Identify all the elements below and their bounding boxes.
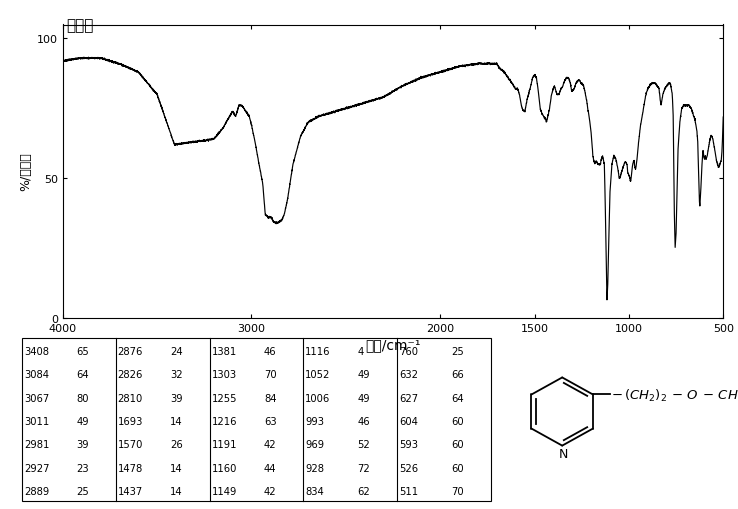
Text: 39: 39	[77, 439, 89, 449]
Text: 2826: 2826	[118, 370, 143, 380]
Text: 44: 44	[264, 463, 277, 473]
Text: 84: 84	[264, 393, 277, 403]
Text: 60: 60	[452, 416, 464, 426]
Text: 511: 511	[399, 486, 418, 496]
Text: 25: 25	[452, 346, 464, 356]
Text: 72: 72	[358, 463, 370, 473]
Text: 42: 42	[264, 439, 277, 449]
Text: 60: 60	[452, 439, 464, 449]
Text: 2876: 2876	[118, 346, 143, 356]
Text: 49: 49	[77, 416, 89, 426]
Text: 1116: 1116	[306, 346, 331, 356]
Text: 526: 526	[399, 463, 418, 473]
Text: 49: 49	[358, 393, 370, 403]
Text: 2927: 2927	[24, 463, 49, 473]
Text: 64: 64	[77, 370, 89, 380]
Text: 66: 66	[452, 370, 464, 380]
Text: 1381: 1381	[212, 346, 237, 356]
Text: 46: 46	[264, 346, 277, 356]
Text: 60: 60	[452, 463, 464, 473]
Text: 928: 928	[306, 463, 324, 473]
Text: 2810: 2810	[118, 393, 143, 403]
Text: 26: 26	[170, 439, 183, 449]
Text: 14: 14	[170, 463, 183, 473]
Text: 薄膜法: 薄膜法	[66, 18, 94, 33]
Text: 1255: 1255	[212, 393, 237, 403]
Text: 49: 49	[358, 370, 370, 380]
Text: 32: 32	[170, 370, 183, 380]
Text: 3011: 3011	[24, 416, 49, 426]
Text: 627: 627	[399, 393, 418, 403]
Text: 3067: 3067	[24, 393, 49, 403]
Text: 52: 52	[358, 439, 370, 449]
Text: 14: 14	[170, 486, 183, 496]
Text: 70: 70	[452, 486, 464, 496]
Text: 969: 969	[306, 439, 324, 449]
Text: 65: 65	[77, 346, 89, 356]
Text: 23: 23	[77, 463, 89, 473]
Text: 24: 24	[170, 346, 183, 356]
Text: 1478: 1478	[118, 463, 143, 473]
Text: 1570: 1570	[118, 439, 143, 449]
Text: 834: 834	[306, 486, 324, 496]
Text: 760: 760	[399, 346, 418, 356]
Text: 1303: 1303	[212, 370, 237, 380]
Text: N: N	[559, 447, 568, 460]
Text: 46: 46	[358, 416, 370, 426]
Text: 1006: 1006	[306, 393, 331, 403]
Text: 4: 4	[358, 346, 364, 356]
Text: 3408: 3408	[24, 346, 49, 356]
Text: 25: 25	[77, 486, 89, 496]
Text: 604: 604	[399, 416, 418, 426]
Text: 1216: 1216	[212, 416, 237, 426]
Text: 1149: 1149	[212, 486, 237, 496]
Text: 2981: 2981	[24, 439, 49, 449]
Text: 62: 62	[358, 486, 370, 496]
Text: 1191: 1191	[212, 439, 237, 449]
Text: 1437: 1437	[118, 486, 143, 496]
Text: 70: 70	[264, 370, 277, 380]
Text: 63: 63	[264, 416, 277, 426]
Y-axis label: %/透过率: %/透过率	[20, 153, 32, 191]
Text: 993: 993	[306, 416, 324, 426]
Text: $-\,(CH_2)_2\,-\,O\,-\,CH_3$: $-\,(CH_2)_2\,-\,O\,-\,CH_3$	[611, 387, 738, 403]
Text: 1160: 1160	[212, 463, 237, 473]
Text: 1052: 1052	[306, 370, 331, 380]
X-axis label: 波数/cm⁻¹: 波数/cm⁻¹	[365, 337, 421, 351]
Text: 3084: 3084	[24, 370, 49, 380]
Text: 2889: 2889	[24, 486, 49, 496]
Text: 64: 64	[452, 393, 464, 403]
Text: 42: 42	[264, 486, 277, 496]
Text: 593: 593	[399, 439, 418, 449]
Text: 14: 14	[170, 416, 183, 426]
Text: 39: 39	[170, 393, 183, 403]
Text: 80: 80	[77, 393, 89, 403]
Text: 632: 632	[399, 370, 418, 380]
Text: 1693: 1693	[118, 416, 143, 426]
